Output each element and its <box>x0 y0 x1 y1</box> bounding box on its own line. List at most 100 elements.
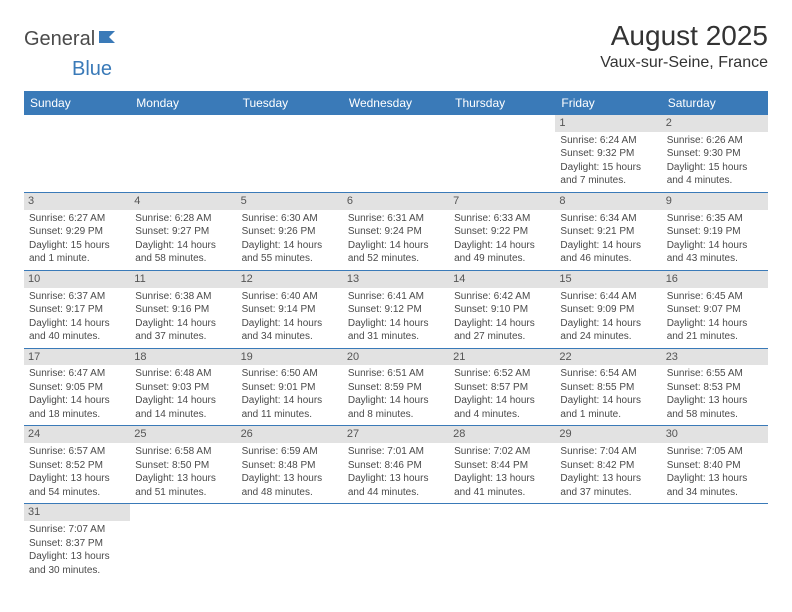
calendar-day-cell: 29Sunrise: 7:04 AMSunset: 8:42 PMDayligh… <box>555 426 661 504</box>
daylight-line: Daylight: 14 hours and 8 minutes. <box>348 394 444 421</box>
calendar-day-cell: 25Sunrise: 6:58 AMSunset: 8:50 PMDayligh… <box>130 426 236 504</box>
day-number: 16 <box>662 271 768 288</box>
title-block: August 2025 Vaux-sur-Seine, France <box>600 20 768 72</box>
day-number: 30 <box>662 426 768 443</box>
sunset-line: Sunset: 8:46 PM <box>348 459 444 473</box>
sunrise-line: Sunrise: 6:48 AM <box>135 367 231 381</box>
sunset-line: Sunset: 9:16 PM <box>135 303 231 317</box>
sunset-line: Sunset: 9:14 PM <box>242 303 338 317</box>
calendar-day-cell: 30Sunrise: 7:05 AMSunset: 8:40 PMDayligh… <box>662 426 768 504</box>
calendar-week-row: 1Sunrise: 6:24 AMSunset: 9:32 PMDaylight… <box>24 115 768 192</box>
sunrise-line: Sunrise: 6:28 AM <box>135 212 231 226</box>
sunset-line: Sunset: 9:29 PM <box>29 225 125 239</box>
weekday-header: Tuesday <box>237 91 343 115</box>
sunset-line: Sunset: 9:05 PM <box>29 381 125 395</box>
sunset-line: Sunset: 8:52 PM <box>29 459 125 473</box>
day-number: 28 <box>449 426 555 443</box>
day-number: 2 <box>662 115 768 132</box>
calendar-day-cell <box>343 504 449 581</box>
sunset-line: Sunset: 9:03 PM <box>135 381 231 395</box>
sunrise-line: Sunrise: 6:58 AM <box>135 445 231 459</box>
calendar-day-cell: 10Sunrise: 6:37 AMSunset: 9:17 PMDayligh… <box>24 270 130 348</box>
sunset-line: Sunset: 9:12 PM <box>348 303 444 317</box>
calendar-day-cell: 13Sunrise: 6:41 AMSunset: 9:12 PMDayligh… <box>343 270 449 348</box>
sunrise-line: Sunrise: 6:34 AM <box>560 212 656 226</box>
daylight-line: Daylight: 14 hours and 46 minutes. <box>560 239 656 266</box>
daylight-line: Daylight: 13 hours and 51 minutes. <box>135 472 231 499</box>
calendar-head: SundayMondayTuesdayWednesdayThursdayFrid… <box>24 91 768 115</box>
calendar-day-cell: 4Sunrise: 6:28 AMSunset: 9:27 PMDaylight… <box>130 192 236 270</box>
day-number: 29 <box>555 426 661 443</box>
weekday-header: Sunday <box>24 91 130 115</box>
day-number: 12 <box>237 271 343 288</box>
daylight-line: Daylight: 13 hours and 37 minutes. <box>560 472 656 499</box>
daylight-line: Daylight: 14 hours and 21 minutes. <box>667 317 763 344</box>
sunrise-line: Sunrise: 6:54 AM <box>560 367 656 381</box>
calendar-day-cell: 20Sunrise: 6:51 AMSunset: 8:59 PMDayligh… <box>343 348 449 426</box>
calendar-day-cell: 1Sunrise: 6:24 AMSunset: 9:32 PMDaylight… <box>555 115 661 192</box>
sunrise-line: Sunrise: 6:26 AM <box>667 134 763 148</box>
day-number: 1 <box>555 115 661 132</box>
sunrise-line: Sunrise: 6:38 AM <box>135 290 231 304</box>
calendar-day-cell <box>130 115 236 192</box>
calendar-day-cell: 8 Sunrise: 6:34 AMSunset: 9:21 PMDaylight… <box>555 192 661 270</box>
weekday-row: SundayMondayTuesdayWednesdayThursdayFrid… <box>24 91 768 115</box>
daylight-line: Daylight: 13 hours and 44 minutes. <box>348 472 444 499</box>
calendar-day-cell <box>343 115 449 192</box>
day-number: 22 <box>555 349 661 366</box>
day-number: 23 <box>662 349 768 366</box>
sunset-line: Sunset: 9:22 PM <box>454 225 550 239</box>
daylight-line: Daylight: 14 hours and 24 minutes. <box>560 317 656 344</box>
calendar-week-row: 24Sunrise: 6:57 AMSunset: 8:52 PMDayligh… <box>24 426 768 504</box>
daylight-line: Daylight: 14 hours and 1 minute. <box>560 394 656 421</box>
day-number: 26 <box>237 426 343 443</box>
day-number: 8 <box>555 193 661 210</box>
day-number: 9 <box>662 193 768 210</box>
calendar-day-cell: 15Sunrise: 6:44 AMSunset: 9:09 PMDayligh… <box>555 270 661 348</box>
calendar-day-cell <box>237 504 343 581</box>
sunset-line: Sunset: 9:21 PM <box>560 225 656 239</box>
sunrise-line: Sunrise: 6:52 AM <box>454 367 550 381</box>
day-number: 11 <box>130 271 236 288</box>
sunrise-line: Sunrise: 6:35 AM <box>667 212 763 226</box>
day-number: 6 <box>343 193 449 210</box>
sunrise-line: Sunrise: 6:47 AM <box>29 367 125 381</box>
daylight-line: Daylight: 15 hours and 1 minute. <box>29 239 125 266</box>
calendar-day-cell <box>237 115 343 192</box>
daylight-line: Daylight: 13 hours and 58 minutes. <box>667 394 763 421</box>
sunset-line: Sunset: 8:42 PM <box>560 459 656 473</box>
calendar-table: SundayMondayTuesdayWednesdayThursdayFrid… <box>24 91 768 581</box>
sunset-line: Sunset: 8:48 PM <box>242 459 338 473</box>
sunrise-line: Sunrise: 6:55 AM <box>667 367 763 381</box>
sunset-line: Sunset: 8:44 PM <box>454 459 550 473</box>
day-number: 3 <box>24 193 130 210</box>
day-number: 17 <box>24 349 130 366</box>
day-number: 10 <box>24 271 130 288</box>
calendar-day-cell: 24Sunrise: 6:57 AMSunset: 8:52 PMDayligh… <box>24 426 130 504</box>
daylight-line: Daylight: 13 hours and 34 minutes. <box>667 472 763 499</box>
weekday-header: Wednesday <box>343 91 449 115</box>
daylight-line: Daylight: 13 hours and 48 minutes. <box>242 472 338 499</box>
sunset-line: Sunset: 9:19 PM <box>667 225 763 239</box>
calendar-day-cell: 27Sunrise: 7:01 AMSunset: 8:46 PMDayligh… <box>343 426 449 504</box>
calendar-day-cell: 16Sunrise: 6:45 AMSunset: 9:07 PMDayligh… <box>662 270 768 348</box>
sunset-line: Sunset: 8:59 PM <box>348 381 444 395</box>
sunset-line: Sunset: 9:24 PM <box>348 225 444 239</box>
sunrise-line: Sunrise: 6:37 AM <box>29 290 125 304</box>
sunrise-line: Sunrise: 7:01 AM <box>348 445 444 459</box>
sunset-line: Sunset: 9:09 PM <box>560 303 656 317</box>
day-number: 7 <box>449 193 555 210</box>
calendar-day-cell: 19Sunrise: 6:50 AMSunset: 9:01 PMDayligh… <box>237 348 343 426</box>
sunset-line: Sunset: 9:26 PM <box>242 225 338 239</box>
sunset-line: Sunset: 8:53 PM <box>667 381 763 395</box>
calendar-day-cell: 14Sunrise: 6:42 AMSunset: 9:10 PMDayligh… <box>449 270 555 348</box>
calendar-day-cell <box>555 504 661 581</box>
month-title: August 2025 <box>600 20 768 52</box>
calendar-day-cell: 3Sunrise: 6:27 AMSunset: 9:29 PMDaylight… <box>24 192 130 270</box>
sunrise-line: Sunrise: 6:33 AM <box>454 212 550 226</box>
sunset-line: Sunset: 9:07 PM <box>667 303 763 317</box>
sunrise-line: Sunrise: 6:24 AM <box>560 134 656 148</box>
day-number: 18 <box>130 349 236 366</box>
daylight-line: Daylight: 14 hours and 52 minutes. <box>348 239 444 266</box>
sunrise-line: Sunrise: 7:05 AM <box>667 445 763 459</box>
